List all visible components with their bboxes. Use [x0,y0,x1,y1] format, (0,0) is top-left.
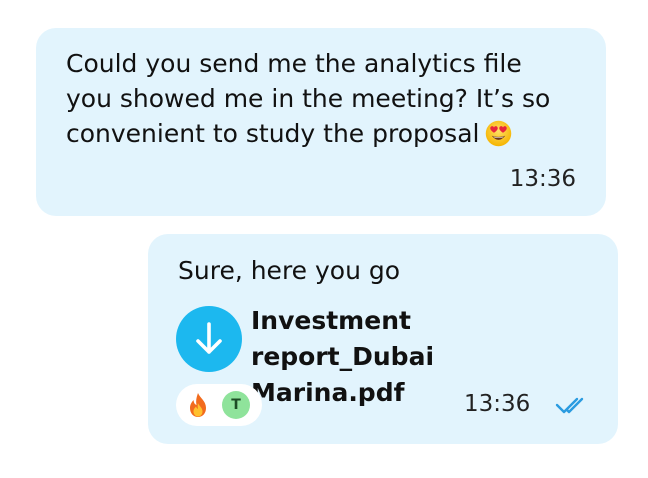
outgoing-message-text: Sure, here you go [178,256,401,285]
incoming-message-time: 13:36 [509,166,576,192]
reactor-avatar[interactable]: T [222,391,250,419]
message-reactions[interactable]: T [176,384,262,426]
file-attachment[interactable]: Investment report_Dubai Marina.pdf [176,303,596,407]
outgoing-message-bubble[interactable]: Sure, here you go Investment report_Duba… [148,234,618,444]
file-name[interactable]: Investment report_Dubai Marina.pdf [251,306,435,407]
fire-emoji-icon [190,393,206,417]
outgoing-message-time: 13:36 [464,391,531,417]
heart-eyes-emoji-icon [486,120,512,147]
incoming-message-bubble[interactable]: Could you send me the analytics file you… [36,28,606,216]
download-arrow-icon [196,322,222,354]
download-button[interactable] [176,306,242,372]
double-check-read-icon [555,397,584,414]
incoming-message-text: Could you send me the analytics file you… [66,49,551,148]
incoming-message-text-block: Could you send me the analytics file you… [66,46,586,151]
